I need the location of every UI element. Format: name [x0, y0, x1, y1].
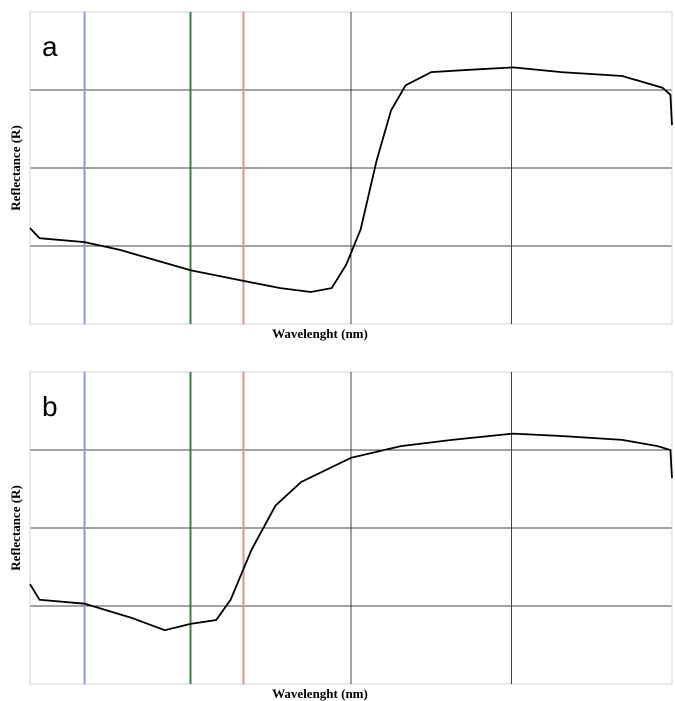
reflectance-curve [29, 432, 673, 632]
panel-label: b [42, 391, 58, 422]
panel-label: a [42, 31, 58, 62]
y-axis-label: Reflectance (R) [8, 485, 23, 571]
reflectance-curve [29, 66, 673, 293]
x-axis-label: Wavelenght (nm) [272, 686, 368, 701]
x-axis-label: Wavelenght (nm) [272, 326, 368, 341]
y-axis-label: Reflectance (R) [8, 125, 23, 211]
